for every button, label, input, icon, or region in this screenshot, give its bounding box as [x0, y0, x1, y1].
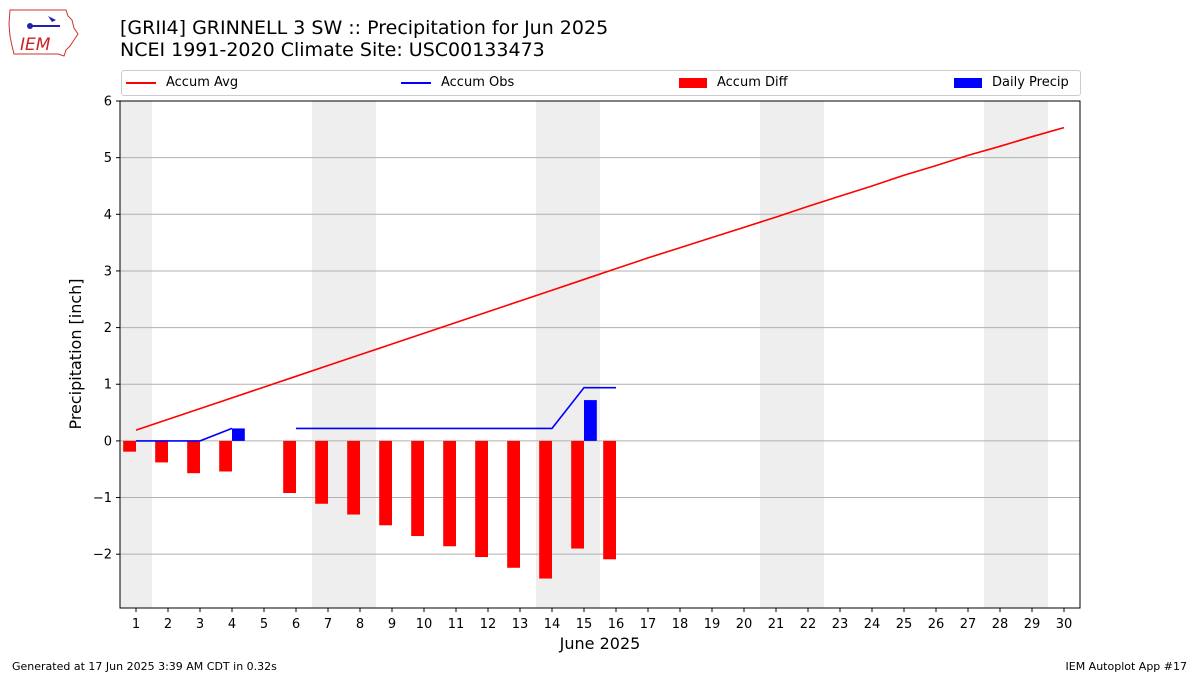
accum-diff-bar	[219, 440, 232, 472]
x-tick-label: 18	[672, 617, 689, 632]
legend-label-accum-avg: Accum Avg	[166, 75, 239, 90]
accum-obs-line	[136, 427, 233, 442]
legend-item-accum-avg: Accum Avg	[126, 75, 238, 90]
daily-precip-bar	[232, 428, 245, 441]
x-tick-label: 17	[640, 617, 657, 632]
legend-label-accum-obs: Accum Obs	[441, 75, 515, 90]
legend-label-daily-precip: Daily Precip	[992, 75, 1069, 90]
x-tick-label: 15	[576, 617, 593, 632]
weekend-band	[312, 101, 376, 608]
x-tick-label: 8	[356, 617, 364, 632]
y-tick-label: 4	[104, 208, 112, 223]
y-axis-label: Precipitation [inch]	[66, 278, 85, 429]
x-tick-label: 21	[768, 617, 785, 632]
x-tick-label: 29	[1024, 617, 1041, 632]
lines	[135, 126, 1065, 442]
bars	[123, 400, 616, 579]
chart-title-line2: NCEI 1991-2020 Climate Site: USC00133473	[120, 39, 545, 61]
x-tick-label: 4	[228, 617, 236, 632]
legend-item-daily-precip: Daily Precip	[954, 75, 1069, 90]
plot-frame	[119, 100, 1081, 609]
legend-swatch-accum-obs	[401, 81, 431, 84]
footer-app: IEM Autoplot App #17	[1065, 660, 1188, 673]
x-tick-label: 22	[800, 617, 817, 632]
x-tick-label: 24	[864, 617, 881, 632]
accum-diff-bar	[443, 440, 456, 547]
accum-diff-bar	[187, 440, 200, 474]
accum-diff-bar	[411, 440, 424, 537]
accum-diff-bar	[123, 440, 136, 452]
x-tick-label: 26	[928, 617, 945, 632]
accum-diff-bar	[315, 440, 328, 504]
accum-diff-bar	[155, 440, 168, 463]
x-tick-label: 2	[164, 617, 172, 632]
x-tick-label: 6	[292, 617, 300, 632]
x-axis-ticks: 1 2 3 4 5 6 7 8 9 10 11 12 13 14 15 16 17 18 19 20 21 22 23 24 2…	[132, 608, 1072, 632]
x-tick-label: 20	[736, 617, 753, 632]
legend-label-accum-diff: Accum Diff	[717, 75, 788, 90]
legend-item-accum-diff: Accum Diff	[679, 75, 788, 90]
y-tick-label: −2	[93, 548, 112, 563]
iem-logo: IEM	[8, 6, 80, 62]
x-tick-label: 9	[388, 617, 396, 632]
weekend-band	[984, 101, 1048, 608]
x-tick-label: 3	[196, 617, 204, 632]
x-tick-label: 13	[512, 617, 529, 632]
x-tick-label: 30	[1056, 617, 1073, 632]
legend-swatch-accum-avg	[126, 81, 156, 84]
x-tick-label: 11	[448, 617, 465, 632]
chart-legend: Accum Avg Accum Obs Accum Diff Daily Pre…	[121, 70, 1081, 96]
accum-diff-bar	[379, 440, 392, 526]
svg-text:IEM: IEM	[20, 35, 51, 55]
accum-diff-bar	[603, 440, 616, 560]
x-tick-label: 10	[416, 617, 433, 632]
accum-diff-bar	[539, 440, 552, 579]
y-tick-label: 6	[104, 95, 112, 110]
x-tick-label: 1	[132, 617, 140, 632]
y-tick-label: 0	[104, 434, 112, 449]
x-tick-label: 19	[704, 617, 721, 632]
y-tick-label: 2	[104, 321, 112, 336]
y-tick-label: −1	[93, 491, 112, 506]
chart-title: [GRII4] GRINNELL 3 SW :: Precipitation f…	[120, 17, 608, 61]
accum-diff-bar	[475, 440, 488, 558]
x-tick-label: 7	[324, 617, 332, 632]
accum-diff-bar	[347, 440, 360, 515]
x-tick-label: 5	[260, 617, 268, 632]
x-tick-label: 23	[832, 617, 849, 632]
x-tick-label: 27	[960, 617, 977, 632]
legend-item-accum-obs: Accum Obs	[401, 75, 514, 90]
x-tick-label: 25	[896, 617, 913, 632]
y-tick-label: 3	[104, 264, 112, 279]
x-tick-label: 28	[992, 617, 1009, 632]
daily-precip-bar	[584, 400, 597, 441]
legend-swatch-daily-precip	[954, 77, 982, 88]
accum-avg-line	[135, 126, 1065, 431]
y-tick-label: 1	[104, 378, 112, 393]
weekend-band	[120, 101, 152, 608]
accum-obs-line	[296, 386, 616, 430]
weekend-band	[760, 101, 824, 608]
y-tick-label: 5	[104, 151, 112, 166]
x-tick-label: 16	[608, 617, 625, 632]
x-tick-label: 12	[480, 617, 497, 632]
chart-title-line1: [GRII4] GRINNELL 3 SW :: Precipitation f…	[120, 17, 609, 39]
footer-generated: Generated at 17 Jun 2025 3:39 AM CDT in …	[12, 660, 277, 673]
accum-diff-bar	[283, 440, 296, 494]
x-axis-label: June 2025	[559, 634, 641, 653]
legend-swatch-accum-diff	[679, 77, 707, 88]
accum-diff-bar	[507, 440, 520, 568]
accum-diff-bar	[571, 440, 584, 549]
y-axis-ticks: −2 −1 0 1 2 3 4 5 6	[93, 95, 120, 563]
x-tick-label: 14	[544, 617, 561, 632]
